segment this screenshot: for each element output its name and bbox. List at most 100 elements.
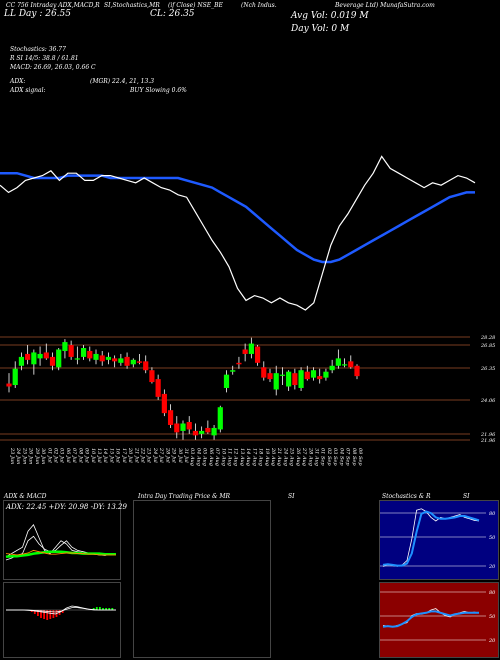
date-label-25: 28 Jul [164, 447, 170, 463]
stoch-panel-si: SI [463, 493, 470, 500]
macd-histogram-bar-10 [37, 610, 39, 616]
macd-histogram-bar-9 [33, 610, 36, 614]
date-label-48: 28 Aug [307, 447, 313, 466]
candle-body-55 [348, 361, 354, 368]
macd-histogram-bar-28 [92, 608, 95, 610]
date-label-15: 14 Jul [102, 448, 108, 463]
date-label-51: 02 Sep [326, 448, 332, 466]
date-label-5: 30 Jun [40, 448, 46, 464]
candle-body-26 [167, 410, 174, 425]
close-label: CL: 26.35 [150, 9, 195, 19]
adx-signal-label: ADX signal: [10, 87, 46, 94]
date-label-53: 04 Sep [338, 448, 344, 466]
date-label-0: 23 Jun [9, 447, 15, 464]
header-h1c: (if Close) NSE_BE [168, 2, 223, 9]
candle-body-32 [205, 427, 211, 433]
date-label-10: 07 Jul [71, 448, 77, 463]
candle-body-12 [80, 348, 87, 357]
adx-line [5, 550, 116, 559]
candle-body-31 [199, 430, 205, 434]
adx-values: (MGR) 22.4, 21, 13.3 [90, 78, 155, 85]
price-level-label-1: 26.85 [480, 343, 495, 349]
date-label-36: 12 Aug [233, 448, 239, 466]
macd-histogram-bar-13 [46, 610, 49, 620]
buy-signal: BUY Slowing 0.6% [130, 87, 187, 94]
date-label-56: 09 Sep [357, 448, 363, 466]
stoch-level-label-2: 20 [488, 564, 496, 570]
date-label-22: 23 Jul [146, 447, 152, 463]
date-label-30: 04 Aug [195, 448, 201, 466]
candle-body-2 [18, 356, 25, 366]
stoch-d-line [382, 510, 480, 567]
candle-body-1 [12, 368, 18, 386]
date-label-49: 31 Aug [314, 448, 320, 466]
macd-histogram-bar-11 [40, 610, 42, 618]
adx-panel: ADX: 22.45 +DY: 20.98 -DY: 13.29 [3, 500, 127, 580]
macd-histogram-bar-18 [61, 610, 64, 613]
date-label-29: 03 Aug [189, 448, 195, 466]
date-label-46: 26 Aug [295, 447, 301, 466]
date-label-26: 29 Jul [171, 447, 177, 463]
date-label-33: 07 Aug [214, 448, 220, 466]
candle-body-18 [118, 358, 124, 363]
date-label-34: 10 Aug [220, 448, 226, 466]
date-label-14: 13 Jul [96, 448, 102, 463]
candle-body-11 [74, 358, 80, 360]
last-day-label: LL Day : 26.55 [4, 9, 71, 19]
candle-body-24 [155, 379, 161, 397]
stoch-level-label-0: 80 [489, 511, 496, 517]
candle-body-51 [323, 371, 329, 378]
candle-body-52 [329, 365, 335, 371]
candle-body-45 [286, 371, 292, 387]
date-label-28: 31 Jul [183, 448, 189, 463]
candle-body-46 [292, 373, 298, 386]
date-label-27: 30 Jul [177, 448, 183, 463]
candle-body-20 [130, 359, 136, 365]
date-label-18: 17 Jul [121, 448, 127, 463]
macd-histogram-bar-32 [105, 608, 107, 610]
price-level-label-2: 26.35 [480, 366, 495, 372]
candle-body-36 [230, 370, 236, 372]
date-label-4: 29 Jun [34, 447, 40, 464]
macd-panel [3, 582, 121, 658]
rsi-level-label-1: 50 [489, 614, 496, 620]
price-level-label-5: 21.96 [480, 438, 496, 444]
candle-body-21 [136, 361, 143, 363]
intraday-panel-si: SI [288, 493, 295, 500]
intraday-panel-title: Intra Day Trading Price & MR [138, 493, 231, 500]
date-label-11: 08 Jul [77, 448, 83, 463]
header-h1a: CC 756 Intraday ADX,MACD,R [6, 2, 100, 9]
date-label-13: 10 Jul [90, 448, 96, 463]
date-label-50: 01 Sep [320, 448, 326, 466]
candle-body-3 [25, 353, 31, 360]
candle-body-23 [149, 370, 155, 383]
avg-volume: Avg Vol: 0.019 M [291, 11, 369, 21]
date-label-20: 21 Jul [133, 447, 139, 463]
candle-body-7 [49, 356, 56, 366]
candle-body-14 [93, 353, 99, 360]
candle-body-10 [68, 345, 74, 357]
candle-body-56 [354, 365, 360, 377]
date-label-43: 21 Aug [276, 447, 282, 466]
candle-body-27 [174, 423, 180, 433]
date-label-47: 27 Aug [301, 447, 307, 466]
date-label-21: 22 Jul [140, 447, 146, 463]
macd-histogram-bar-12 [43, 610, 45, 619]
candle-body-44 [279, 374, 286, 376]
candle-body-5 [37, 353, 43, 359]
macd-histogram-bar-29 [95, 607, 98, 610]
stochastics-readout: Stochastics: 36.77 [10, 46, 66, 53]
date-label-31: 05 Aug [202, 448, 208, 466]
candle-body-41 [261, 367, 267, 378]
price-level-label-4: 21.96 [480, 432, 496, 438]
price-level-label-0: 28.28 [480, 335, 495, 341]
rsi-level-label-0: 80 [489, 590, 496, 596]
date-label-32: 06 Aug [208, 448, 214, 466]
candle-body-17 [112, 358, 118, 362]
price-level-label-3: 24.06 [480, 398, 496, 404]
date-label-6: 01 Jul [46, 448, 52, 463]
macd-readout: MACD: 26.69, 26.03, 0.66 C [10, 64, 96, 71]
date-label-54: 07 Sep [345, 448, 351, 466]
date-label-40: 18 Aug [258, 448, 264, 466]
